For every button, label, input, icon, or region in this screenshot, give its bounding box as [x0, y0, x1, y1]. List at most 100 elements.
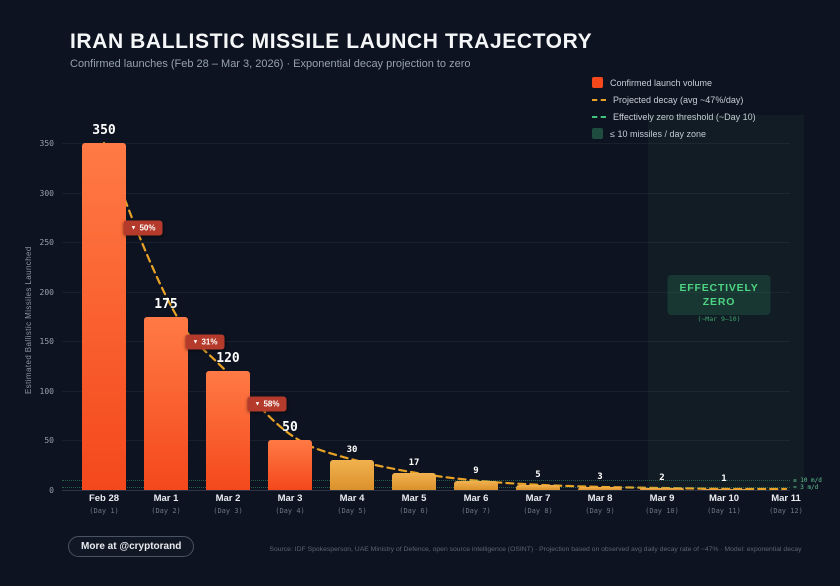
- bar-mar-1: [144, 316, 188, 490]
- x-tick-mar-4: Mar 4 (Day 5): [337, 493, 367, 515]
- decline-badge: ▼ 31%: [185, 334, 225, 350]
- x-tick-mar-9: Mar 9 (Day 10): [645, 493, 679, 515]
- source-note: Source: IDF Spokesperson, UAE Ministry o…: [269, 546, 802, 553]
- x-tick-mar-1: Mar 1 (Day 2): [151, 493, 181, 515]
- y-tick-label: 50: [44, 436, 54, 446]
- x-tick-day: (Day 6): [399, 507, 429, 515]
- bar-value-label: 350: [92, 123, 116, 138]
- y-tick-label: 250: [39, 238, 54, 248]
- x-tick-mar-10: Mar 10 (Day 11): [707, 493, 741, 515]
- decline-badge: ▼ 58%: [247, 396, 287, 412]
- zone-swatch: [592, 128, 603, 139]
- x-tick-mar-11: Mar 11 (Day 12): [769, 493, 803, 515]
- decay-line-swatch: [592, 98, 606, 101]
- x-tick-mar-5: Mar 5 (Day 6): [399, 493, 429, 515]
- x-tick-day: (Day 2): [151, 507, 181, 515]
- legend-item: Projected decay (avg ~47%/day): [592, 91, 756, 108]
- bar-value-label: 175: [154, 296, 178, 312]
- x-tick-date: Mar 1: [153, 493, 179, 504]
- legend-label: Projected decay (avg ~47%/day): [613, 94, 744, 105]
- x-tick-date: Mar 6: [463, 493, 489, 504]
- bar-value-label: 50: [282, 420, 298, 436]
- x-tick-date: Mar 3: [277, 493, 303, 504]
- bar-mar-9: [640, 488, 684, 490]
- threshold-line-swatch: [592, 115, 606, 118]
- x-tick-day: (Day 7): [461, 507, 491, 515]
- bar-mar-3: [268, 440, 312, 490]
- x-tick-day: (Day 8): [523, 507, 553, 515]
- bar-mar-4: [330, 460, 374, 490]
- bar-mar-2: [206, 371, 250, 490]
- legend-label: Effectively zero threshold (~Day 10): [613, 111, 756, 122]
- x-tick-day: (Day 5): [337, 507, 367, 515]
- effectively-zero-line1: EFFECTIVELY: [679, 282, 759, 294]
- effectively-zero-line2: ZERO: [702, 296, 736, 309]
- x-tick-date: Mar 9: [649, 493, 675, 504]
- legend-item: ≤ 10 missiles / day zone: [592, 125, 756, 142]
- y-tick-label: 100: [39, 386, 54, 396]
- x-tick-mar-7: Mar 7 (Day 8): [523, 493, 553, 515]
- threshold-label: ≤ 10 m/d: [793, 477, 822, 485]
- legend-item: Confirmed launch volume: [592, 74, 756, 91]
- legend: Confirmed launch volume Projected decay (…: [592, 74, 756, 142]
- x-tick-date: Mar 10: [708, 493, 740, 504]
- bar-value-label: 3: [597, 472, 603, 483]
- bar-value-label: 2: [659, 473, 665, 484]
- down-arrow-icon: ▼: [192, 339, 199, 346]
- down-arrow-icon: ▼: [254, 401, 261, 408]
- bar-mar-7: [516, 485, 560, 490]
- x-tick-day: (Day 9): [585, 507, 615, 515]
- page-title: IRAN BALLISTIC MISSILE LAUNCH TRAJECTORY: [70, 30, 593, 53]
- y-tick-label: 0: [49, 486, 54, 495]
- confirmed-bar-swatch: [592, 77, 603, 88]
- bar-mar-6: [454, 481, 498, 490]
- bar-mar-8: [578, 487, 622, 490]
- x-tick-day: (Day 4): [275, 507, 305, 515]
- legend-label: Confirmed launch volume: [610, 77, 713, 88]
- x-tick-date: Mar 7: [525, 493, 551, 504]
- x-tick-day: (Day 1): [89, 507, 119, 515]
- down-arrow-icon: ▼: [130, 225, 137, 232]
- legend-label: ≤ 10 missiles / day zone: [610, 128, 706, 139]
- x-tick-feb-28: Feb 28 (Day 1): [89, 493, 119, 515]
- x-tick-day: (Day 11): [707, 507, 741, 515]
- x-tick-date: Mar 2: [215, 493, 241, 504]
- threshold-label: ≈ 3 m/d: [793, 484, 819, 492]
- x-tick-mar-8: Mar 8 (Day 9): [585, 493, 615, 515]
- bar-value-label: 120: [216, 351, 240, 367]
- y-axis-title: Estimated Ballistic Missiles Launched: [24, 246, 33, 394]
- bar-mar-5: [392, 473, 436, 490]
- x-tick-mar-6: Mar 6 (Day 7): [461, 493, 491, 515]
- x-tick-date: Mar 4: [339, 493, 365, 504]
- effectively-zero-badge: EFFECTIVELY ZERO: [667, 275, 771, 316]
- effectively-zero-subtext: (~Mar 9–10): [697, 315, 741, 323]
- bar-feb-28: [82, 143, 126, 490]
- x-axis-labels: Feb 28 (Day 1) Mar 1 (Day 2) Mar 2 (Day 3) Mar…: [62, 493, 803, 529]
- x-tick-date: Feb 28: [88, 493, 120, 504]
- bar-mar-10: [702, 489, 746, 490]
- bar-value-label: 9: [473, 466, 479, 477]
- cta-button[interactable]: More at @cryptorand: [68, 536, 195, 557]
- plot-area: EFFECTIVELY ZERO (~Mar 9–10) 0 50 100 150 20…: [40, 115, 822, 495]
- x-axis-line: [62, 490, 790, 491]
- x-tick-day: (Day 10): [645, 507, 679, 515]
- x-tick-mar-3: Mar 3 (Day 4): [275, 493, 305, 515]
- x-tick-day: (Day 3): [213, 507, 243, 515]
- y-tick-label: 200: [39, 287, 54, 297]
- x-tick-day: (Day 12): [769, 507, 803, 515]
- y-tick-label: 350: [39, 139, 54, 148]
- x-tick-date: Mar 11: [771, 493, 801, 504]
- x-tick-mar-2: Mar 2 (Day 3): [213, 493, 243, 515]
- bar-value-label: 17: [408, 458, 420, 469]
- bar-value-label: 30: [346, 445, 358, 456]
- y-tick-label: 150: [39, 337, 54, 347]
- x-tick-date: Mar 8: [587, 493, 613, 504]
- legend-item: Effectively zero threshold (~Day 10): [592, 108, 756, 125]
- bar-value-label: 1: [721, 474, 727, 485]
- decline-badge: ▼ 50%: [123, 220, 163, 236]
- y-tick-label: 300: [39, 188, 54, 198]
- x-tick-date: Mar 5: [401, 493, 427, 504]
- bar-value-label: 5: [535, 470, 541, 481]
- page-subtitle: Confirmed launches (Feb 28 – Mar 3, 2026…: [70, 58, 471, 70]
